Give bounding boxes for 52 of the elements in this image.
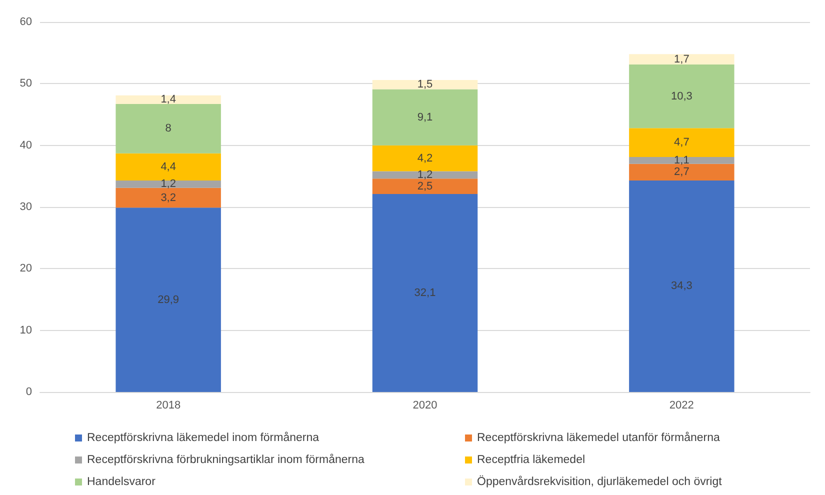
bar [372,89,478,146]
data-label: 1,4 [160,94,176,106]
data-label: 8 [165,122,172,135]
bar [116,180,221,188]
bar [372,178,478,194]
y-tick-label: 0 [26,386,32,398]
data-label: 4,4 [160,160,176,173]
data-label: 4,2 [417,152,433,164]
bar [116,188,221,208]
legend-label: Receptförskrivna förbrukningsartiklar inom förmånerna [87,453,365,466]
bar [372,80,478,90]
data-label: 10,3 [670,90,692,102]
bar [116,208,221,392]
legend-label: Receptfria läkemedel [477,454,586,466]
y-tick-label: 10 [20,324,32,336]
bar [116,153,221,180]
bar [372,194,478,392]
bar [629,54,734,65]
data-label: 1,1 [674,154,690,166]
y-tick-label: 40 [20,139,32,152]
bar [116,104,221,154]
bar [629,128,734,158]
bar [629,157,734,164]
data-label: 2,7 [674,166,690,178]
bar [629,180,734,392]
data-label: 1,5 [417,78,433,91]
y-tick-label: 50 [20,78,32,90]
data-label: 29,9 [158,294,180,306]
x-tick-label: 2022 [669,400,694,412]
bar [372,145,478,172]
x-tick-label: 2020 [412,400,438,412]
data-label: 9,1 [417,111,433,124]
legend-label: Receptförskrivna läkemedel utanför förmånerna [477,431,720,444]
legend-label: Öppenvårdsrekvisition, djurläkemedel och övrigt [477,475,723,488]
data-label: 1,2 [417,168,433,181]
data-label: 4,7 [674,136,690,149]
legend-label: Receptförskrivna läkemedel inom förmånerna [87,431,320,444]
data-label: 2,5 [417,180,433,192]
data-label: 32,1 [414,287,436,300]
y-tick-label: 20 [20,262,32,275]
legend-label: Handelsvaror [87,476,156,488]
data-label: 1,2 [160,178,176,190]
x-tick-label: 2018 [156,400,181,412]
data-label: 1,7 [674,53,690,66]
bar [116,95,221,104]
y-tick-label: 60 [20,16,32,28]
bar [629,64,734,128]
y-tick-label: 30 [20,201,32,213]
bar [372,171,478,179]
data-label: 34,3 [670,280,692,292]
data-label: 3,2 [160,192,176,204]
bar [629,164,734,180]
